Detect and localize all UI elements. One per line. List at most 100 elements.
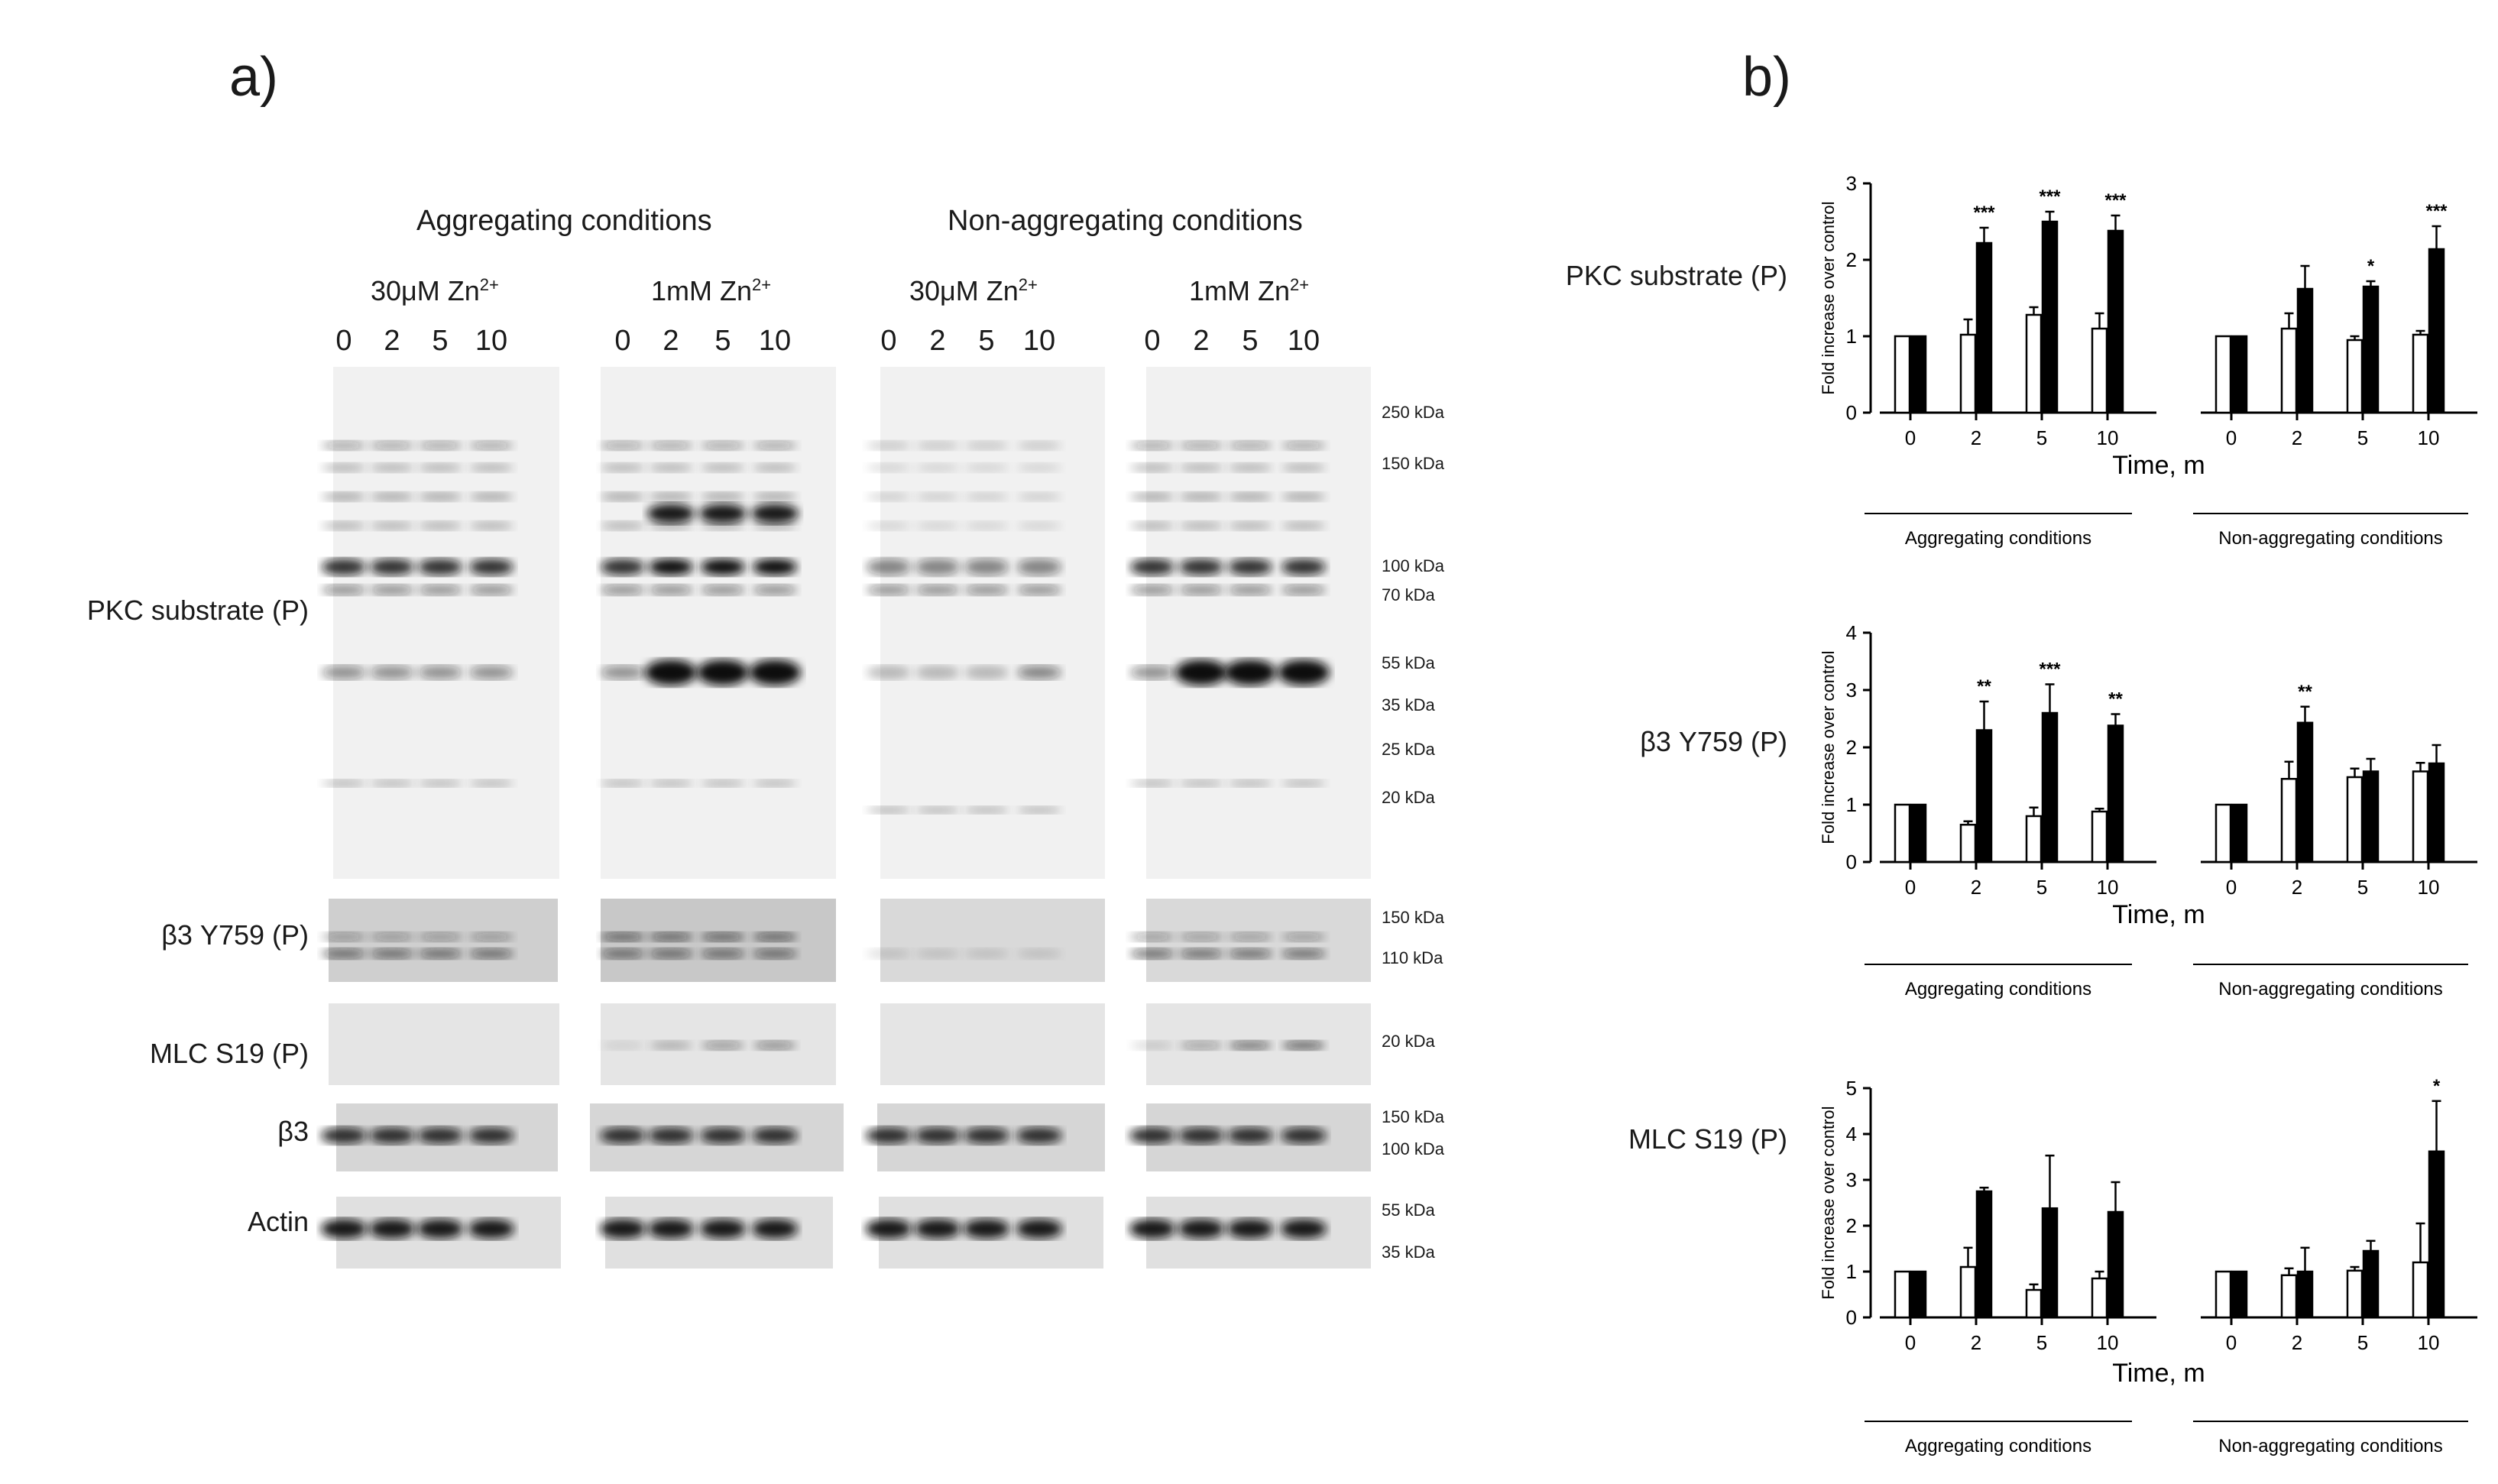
- mw-marker: 150 kDa: [1382, 908, 1444, 927]
- row-label-b3: β3: [277, 1116, 309, 1147]
- bar: [2041, 1207, 2059, 1319]
- bar: [1894, 803, 1911, 864]
- mw-marker: 20 kDa: [1382, 788, 1435, 807]
- significance-label: *: [2433, 1076, 2441, 1097]
- significance-label: **: [2108, 689, 2123, 710]
- mw-marker: 25 kDa: [1382, 740, 1435, 759]
- aggregating-header: Aggregating conditions: [416, 205, 712, 237]
- x-tick-label: 5: [2357, 876, 2368, 899]
- x-tick-label: 0: [2226, 1331, 2237, 1354]
- bar: [1910, 1270, 1927, 1319]
- y-tick-label: 3: [1846, 1168, 1857, 1191]
- x-tick-label: 10: [2418, 1331, 2440, 1354]
- y-axis-label: Fold increase over control: [1819, 1106, 1838, 1299]
- x-tick-label: 5: [2357, 426, 2368, 449]
- bar: [1975, 1190, 1993, 1319]
- bar: [2107, 1210, 2124, 1319]
- mw-marker: 55 kDa: [1382, 653, 1435, 672]
- group-label: Non-aggregating conditions: [2218, 528, 2443, 549]
- y-tick-label: 4: [1846, 621, 1857, 644]
- lane-number: 5: [432, 325, 449, 357]
- bar: [2231, 1270, 2248, 1319]
- bar: [2362, 1249, 2380, 1319]
- bar: [1910, 803, 1927, 864]
- x-tick-label: 10: [2418, 426, 2440, 449]
- lane-number: 10: [475, 325, 508, 357]
- bar: [2280, 778, 2298, 864]
- bar: [2041, 220, 2059, 414]
- chart-title-pkc: PKC substrate (P): [1565, 260, 1787, 291]
- lane-number: 2: [663, 325, 679, 357]
- mw-marker: 55 kDa: [1382, 1200, 1435, 1220]
- bar: [2346, 339, 2364, 414]
- bar: [2428, 248, 2445, 414]
- lane-number: 0: [335, 325, 352, 357]
- bar: [2280, 327, 2298, 414]
- x-tick-label: 5: [2036, 426, 2047, 449]
- bar: [2296, 721, 2314, 864]
- y-tick-label: 0: [1846, 1306, 1857, 1329]
- x-tick-label: 2: [2292, 1331, 2302, 1354]
- condition-label: 1mM Zn2+: [1189, 275, 1310, 306]
- chart-title-mlc: MLC S19 (P): [1628, 1123, 1787, 1155]
- bar-chart: 0 1 2 3 4 5 Fold increase over control 0 2 5 10 0 2 5…: [1819, 1076, 2477, 1456]
- mw-marker: 100 kDa: [1382, 556, 1444, 575]
- x-tick-label: 10: [2418, 876, 2440, 899]
- x-tick-label: 0: [2226, 876, 2237, 899]
- significance-label: **: [1977, 676, 1991, 697]
- lane-number: 2: [929, 325, 946, 357]
- y-tick-label: 2: [1846, 736, 1857, 759]
- mw-marker: 250 kDa: [1382, 403, 1444, 422]
- lane-number: 10: [758, 325, 792, 357]
- mw-marker: 35 kDa: [1382, 1243, 1435, 1262]
- bar: [2107, 724, 2124, 864]
- lane-number: 5: [978, 325, 995, 357]
- lane-number: 5: [714, 325, 731, 357]
- x-tick-label: 2: [2292, 426, 2302, 449]
- bar: [2215, 803, 2232, 864]
- y-tick-label: 4: [1846, 1123, 1857, 1145]
- panel-a-label: a): [229, 47, 279, 108]
- row-label-b3y759: β3 Y759 (P): [161, 919, 309, 951]
- significance-label: ***: [2039, 659, 2061, 680]
- significance-label: *: [2367, 256, 2375, 277]
- bar: [2428, 762, 2445, 864]
- bar: [2091, 810, 2108, 864]
- y-tick-label: 5: [1846, 1077, 1857, 1100]
- mw-marker: 150 kDa: [1382, 454, 1444, 473]
- y-tick-label: 3: [1846, 172, 1857, 195]
- y-tick-label: 0: [1846, 851, 1857, 873]
- bar: [2041, 711, 2059, 864]
- significance-label: ***: [2425, 201, 2448, 222]
- mw-marker: 100 kDa: [1382, 1139, 1444, 1158]
- significance-label: ***: [1973, 203, 1995, 223]
- group-label: Aggregating conditions: [1905, 979, 2091, 1000]
- x-tick-label: 5: [2036, 876, 2047, 899]
- lane-number: 2: [384, 325, 400, 357]
- x-tick-label: 0: [1905, 876, 1916, 899]
- y-tick-label: 2: [1846, 1214, 1857, 1237]
- y-tick-label: 1: [1846, 325, 1857, 348]
- x-axis-label: Time, m: [2112, 900, 2205, 929]
- bar: [2280, 1274, 2298, 1319]
- x-tick-label: 0: [1905, 426, 1916, 449]
- mw-marker: 110 kDa: [1382, 948, 1443, 967]
- x-tick-label: 2: [2292, 876, 2302, 899]
- row-label-pkc: PKC substrate (P): [86, 595, 309, 626]
- bar: [2296, 287, 2314, 414]
- bar: [2346, 1269, 2364, 1319]
- group-label: Aggregating conditions: [1905, 528, 2091, 549]
- bar: [2412, 333, 2429, 414]
- x-tick-label: 5: [2357, 1331, 2368, 1354]
- bar: [2362, 285, 2380, 414]
- mw-marker: 35 kDa: [1382, 695, 1435, 714]
- y-tick-label: 1: [1846, 1260, 1857, 1283]
- y-tick-label: 1: [1846, 793, 1857, 816]
- bar: [2412, 770, 2429, 864]
- lane-number: 5: [1242, 325, 1259, 357]
- bar-chart: 0 1 2 3 Fold increase over control 0 2 *** 5 *** 1…: [1819, 172, 2477, 549]
- group-label: Non-aggregating conditions: [2218, 979, 2443, 1000]
- x-tick-label: 2: [1971, 876, 1981, 899]
- x-tick-label: 10: [2097, 876, 2119, 899]
